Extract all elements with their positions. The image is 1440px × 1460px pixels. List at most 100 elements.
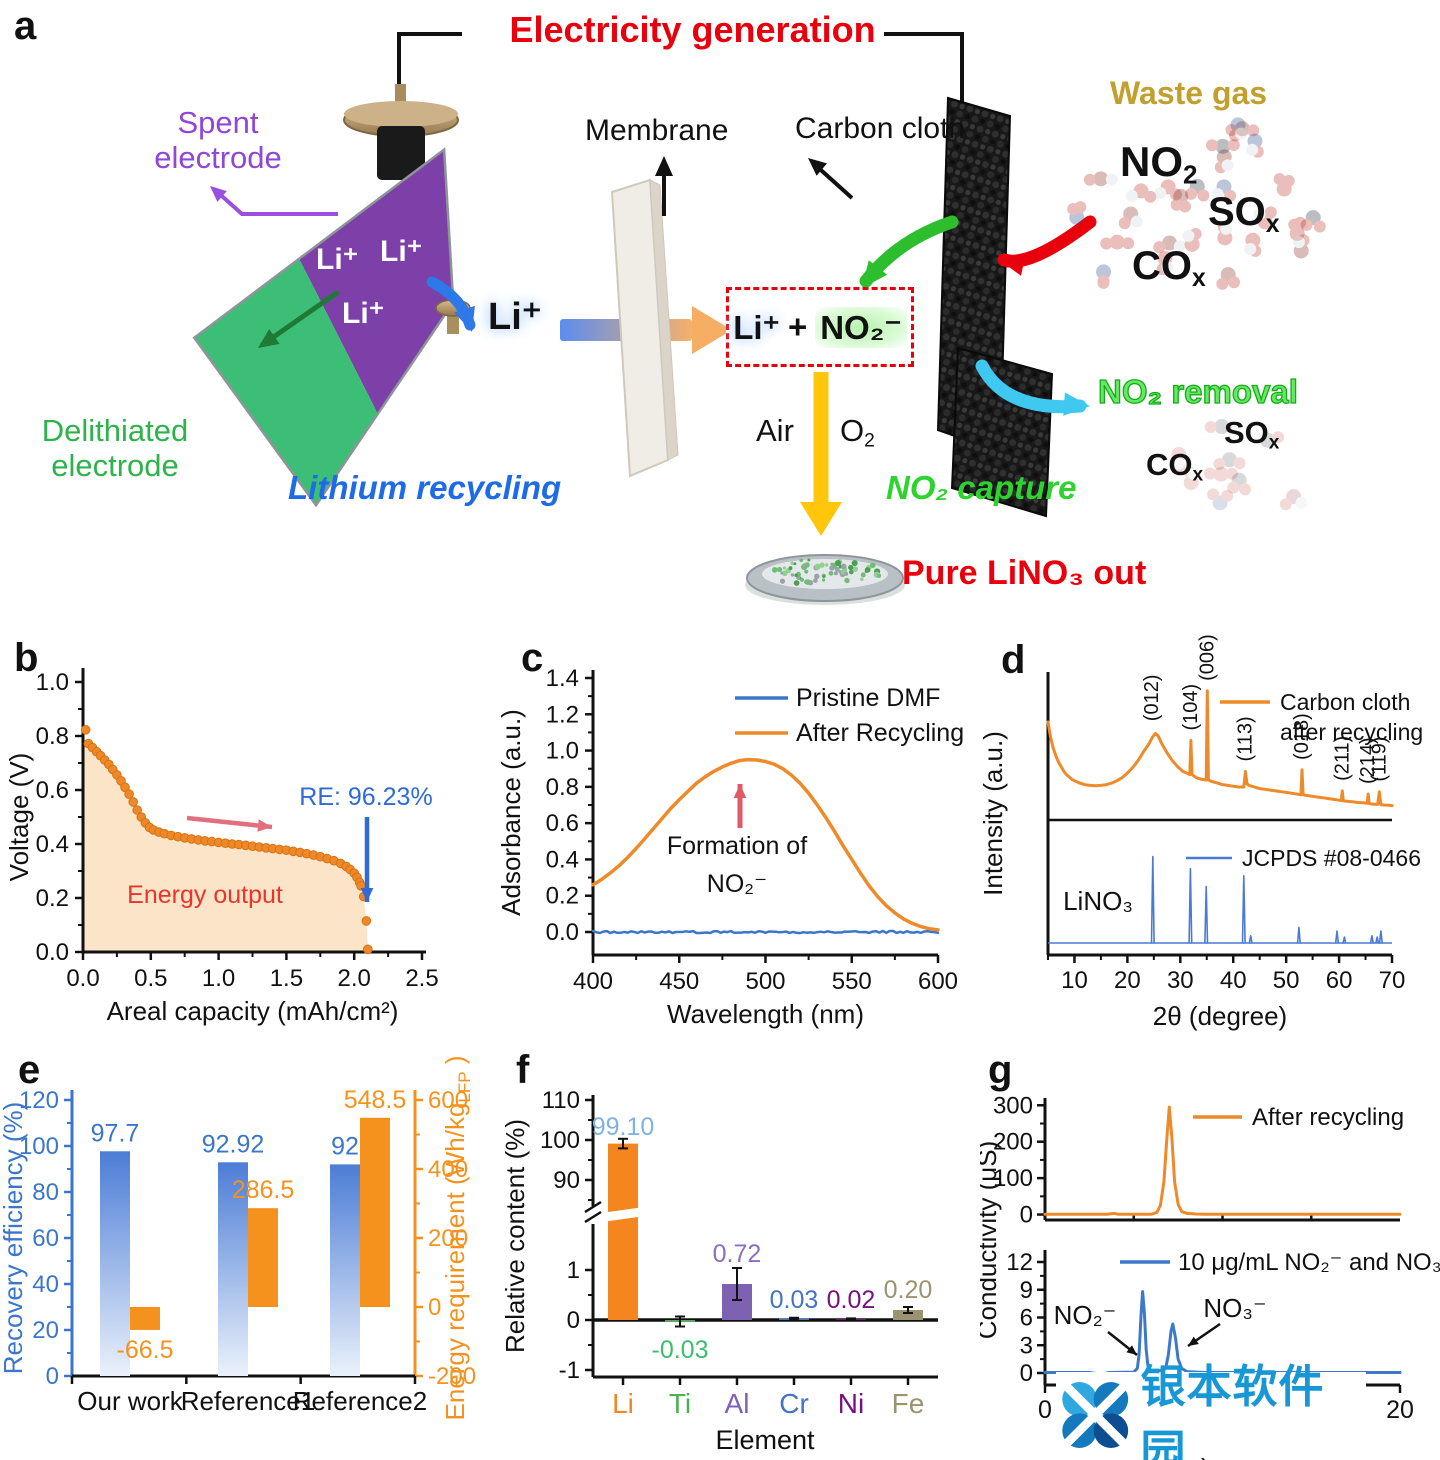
element-tick-label: Li <box>612 1388 634 1419</box>
y-axis-label: Relative content (%) <box>500 1119 530 1353</box>
y-tick-label: 90 <box>553 1167 580 1194</box>
li-free-label: Li⁺ <box>488 296 542 338</box>
no2-peak-arrow-head <box>1126 1345 1137 1355</box>
element-bar <box>608 1143 638 1320</box>
atom <box>1074 201 1087 214</box>
atom <box>1162 235 1178 251</box>
molecule <box>1170 188 1192 213</box>
o2-base: O <box>840 413 865 448</box>
gas-cox-label: COx <box>1132 244 1206 293</box>
element-tick-label: Al <box>725 1388 750 1419</box>
crystal-speckle <box>788 566 793 571</box>
crystal-speckle <box>790 561 794 565</box>
molecule <box>1251 431 1285 448</box>
axis-break-mark-2 <box>584 1210 602 1224</box>
y-tick-label: 0.4 <box>546 846 579 873</box>
crystal-speckle <box>794 573 799 578</box>
atom <box>1253 208 1266 221</box>
crystal-speckle <box>838 569 842 574</box>
data-marker <box>120 782 130 793</box>
dish-crystals <box>771 558 882 586</box>
carbon-cloth-label: Carbon cloth <box>795 112 966 145</box>
membrane-arrow-head <box>655 156 673 176</box>
no2-capture-label: NO₂ capture <box>886 469 1077 506</box>
atom <box>1276 181 1292 197</box>
molecule <box>1154 179 1182 201</box>
category-label: Reference1 <box>181 1386 315 1416</box>
legend-label-1: Pristine DMF <box>796 684 940 712</box>
atom <box>1215 138 1231 154</box>
atom <box>1293 243 1309 259</box>
atom <box>1067 202 1080 215</box>
lithium-recycling-label: Lithium recycling <box>288 469 562 506</box>
atom <box>1300 218 1313 231</box>
atom <box>1217 220 1230 233</box>
watermark-logo-icon <box>1056 1375 1135 1455</box>
atom <box>1289 225 1305 241</box>
molecule <box>1183 465 1200 491</box>
atom <box>1185 187 1198 200</box>
atom <box>1249 244 1262 257</box>
waste-gas-molecules <box>1067 117 1326 290</box>
out-cox-label: COx <box>1146 447 1203 486</box>
data-marker <box>124 789 134 799</box>
y-tick-label: 0 <box>567 1307 580 1334</box>
y-tick-label: 1 <box>567 1257 580 1284</box>
x-tick-label: 0.0 <box>66 965 99 992</box>
x-tick-label: 600 <box>918 968 958 995</box>
chart-recovery-comparison: 0 20 40 60 80 100 120 -200 0 200 400 600 97.7 -66.5 Ou… <box>0 1056 476 1421</box>
atom <box>1214 419 1230 435</box>
molecule <box>1207 488 1234 511</box>
atom <box>1313 220 1326 233</box>
energy-bar <box>248 1208 278 1307</box>
energy-value-label: 548.5 <box>344 1086 407 1114</box>
crystal-speckle <box>844 577 850 584</box>
atom <box>1213 457 1226 470</box>
gas-sox-base: SO <box>1208 190 1266 234</box>
molecule <box>1125 183 1157 203</box>
recovery-value-label: 92.92 <box>202 1130 265 1158</box>
molecule <box>1214 149 1234 174</box>
element-value-label: 99.10 <box>592 1113 655 1141</box>
delithiated-electrode-green <box>196 259 378 503</box>
molecule <box>1216 267 1241 290</box>
atom <box>1125 189 1138 202</box>
atom <box>1212 495 1228 511</box>
crystal-speckle <box>828 571 834 576</box>
y-tick-label: 0.0 <box>546 919 579 946</box>
x-tick-label: 400 <box>573 968 613 995</box>
y-tick-label: 0.2 <box>546 883 579 910</box>
li-swoosh-head <box>454 305 475 332</box>
no2-removal-label: NO₂ removal <box>1097 372 1298 410</box>
recovery-bar <box>330 1164 360 1376</box>
re-arrow-head <box>360 888 374 902</box>
atom <box>1224 189 1237 202</box>
crystal-speckle <box>797 573 801 577</box>
atom <box>1233 457 1246 470</box>
y-tick-label: 0.6 <box>546 810 579 837</box>
black-cylinder <box>377 126 425 180</box>
crystal-speckle <box>771 567 778 573</box>
peak-label: (018) <box>1291 713 1313 760</box>
crystal-speckle <box>829 565 835 571</box>
crystal-speckle <box>849 569 854 575</box>
atom <box>1294 216 1307 229</box>
atom <box>1229 129 1242 142</box>
atom <box>1239 483 1252 496</box>
residual-gas-molecules <box>1171 419 1308 511</box>
atom <box>1257 214 1273 230</box>
axis-break-mark-1 <box>584 1200 602 1214</box>
delithiation-arrow-head <box>258 329 280 348</box>
molecule <box>1096 264 1112 289</box>
atom <box>1182 229 1195 242</box>
crystal-speckle <box>822 575 826 578</box>
title-electricity-generation: Electricity generation <box>509 9 876 50</box>
molecule <box>1253 206 1277 230</box>
atom <box>1173 188 1189 204</box>
atom <box>1160 179 1176 195</box>
element-tick-label: Ni <box>838 1388 864 1419</box>
bottom-y-tick-label: 12 <box>1006 1249 1033 1276</box>
chart-element-content: 110 100 90 1 0 -1 Li 99.10 Ti -0.03 Al 0.72 Cr 0.03 Ni… <box>500 1087 938 1455</box>
material-label: LiNO₃ <box>1063 886 1133 916</box>
watermark-brand: 银本软件园 <box>1140 1361 1325 1460</box>
